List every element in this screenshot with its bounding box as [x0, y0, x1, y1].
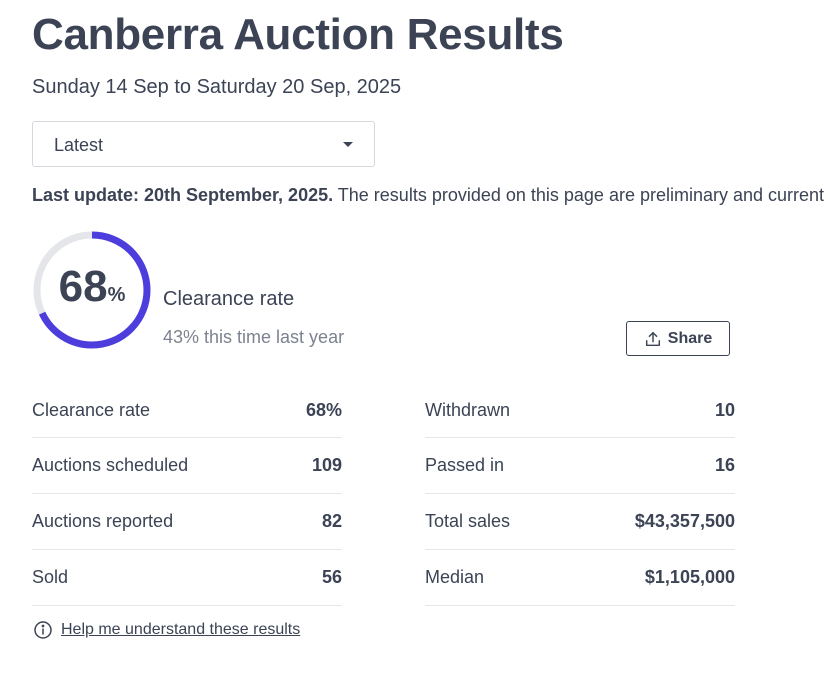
stat-label: Passed in — [425, 455, 505, 475]
share-button[interactable]: Share — [626, 321, 730, 356]
period-select[interactable]: Latest — [32, 121, 375, 167]
info-icon — [34, 621, 52, 639]
date-range: Sunday 14 Sep to Saturday 20 Sep, 2025 — [32, 76, 402, 98]
last-update-notice: Last update: 20th September, 2025. The r… — [32, 185, 824, 206]
period-select-value: Latest — [54, 135, 104, 155]
stat-label: Sold — [32, 567, 69, 587]
stat-value: 109 — [311, 455, 342, 475]
clearance-rate-number: 68 — [58, 262, 108, 311]
stat-value: 16 — [714, 455, 735, 475]
ring-progress — [33, 231, 151, 349]
stat-value: 56 — [321, 567, 342, 587]
stat-label: Median — [425, 567, 485, 587]
last-year-comparison: 43% this time last year — [163, 327, 345, 347]
stat-value: 68% — [305, 399, 342, 420]
stat-row-total-sales: Total sales $43,357,500 — [425, 494, 735, 550]
notice-text: The results provided on this page are pr… — [333, 185, 825, 205]
stat-value: 10 — [714, 399, 735, 420]
clearance-rate-ring — [33, 231, 151, 349]
stat-row-clearance-rate: Clearance rate 68% — [32, 383, 342, 438]
stat-label: Total sales — [425, 511, 511, 531]
stat-row-withdrawn: Withdrawn 10 — [425, 383, 735, 438]
stat-row-auctions-reported: Auctions reported 82 — [32, 494, 342, 550]
help-understand-results-link[interactable]: Help me understand these results — [61, 621, 301, 638]
stats-table-right: Withdrawn 10 Passed in 16 Total sales $4… — [425, 383, 735, 606]
clearance-rate-figure: 68% — [32, 262, 152, 312]
stats-table-left: Clearance rate 68% Auctions scheduled 10… — [32, 383, 342, 606]
stat-label: Auctions scheduled — [32, 455, 189, 475]
share-upload-icon — [645, 331, 660, 346]
clearance-rate-percent-sign: % — [107, 284, 126, 306]
stat-value: $43,357,500 — [634, 511, 735, 531]
stat-label: Clearance rate — [32, 399, 151, 420]
stat-label: Auctions reported — [32, 511, 174, 531]
chevron-down-icon — [343, 142, 353, 147]
stat-value: 82 — [321, 511, 342, 531]
clearance-rate-heading: Clearance rate — [163, 288, 295, 310]
last-update-date: Last update: 20th September, 2025. — [32, 185, 334, 205]
stat-row-median: Median $1,105,000 — [425, 550, 735, 606]
stat-value: $1,105,000 — [644, 567, 735, 587]
page-title: Canberra Auction Results — [32, 10, 564, 59]
stat-row-passed-in: Passed in 16 — [425, 438, 735, 494]
stat-row-auctions-scheduled: Auctions scheduled 109 — [32, 438, 342, 494]
stat-row-sold: Sold 56 — [32, 550, 342, 606]
help-link-row: Help me understand these results — [33, 620, 300, 640]
share-label: Share — [667, 329, 713, 347]
stat-label: Withdrawn — [425, 399, 511, 420]
